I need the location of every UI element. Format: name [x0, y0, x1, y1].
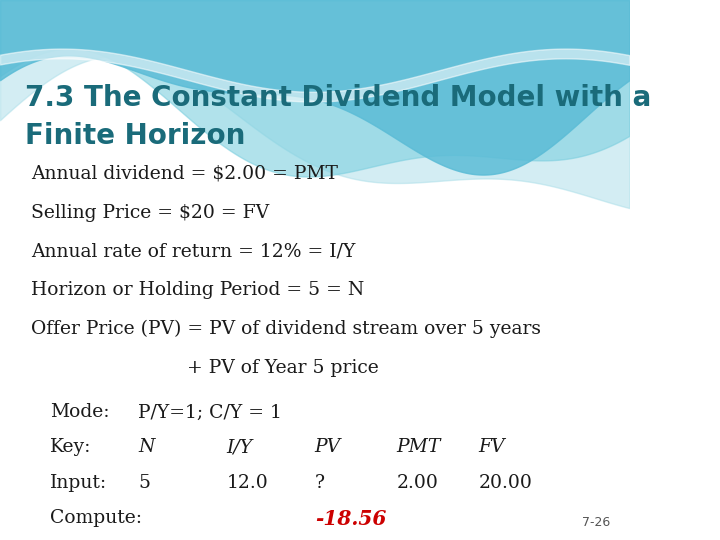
Text: PMT: PMT [397, 438, 441, 456]
Text: + PV of Year 5 price: + PV of Year 5 price [32, 359, 379, 377]
Text: 2.00: 2.00 [397, 474, 438, 491]
Text: Selling Price = $20 = FV: Selling Price = $20 = FV [32, 204, 269, 221]
Text: P/Y=1; C/Y = 1: P/Y=1; C/Y = 1 [138, 403, 282, 421]
Text: Annual rate of return = 12% = I/Y: Annual rate of return = 12% = I/Y [32, 242, 356, 260]
Text: Horizon or Holding Period = 5 = N: Horizon or Holding Period = 5 = N [32, 281, 365, 299]
Text: Finite Horizon: Finite Horizon [25, 122, 246, 150]
Text: 5: 5 [138, 474, 150, 491]
Text: ?: ? [315, 474, 325, 491]
Text: I/Y: I/Y [227, 438, 253, 456]
Text: 12.0: 12.0 [227, 474, 269, 491]
Text: Annual dividend = $2.00 = PMT: Annual dividend = $2.00 = PMT [32, 165, 338, 183]
Text: -18.56: -18.56 [315, 509, 386, 529]
Text: PV: PV [315, 438, 341, 456]
Text: Key:: Key: [50, 438, 91, 456]
Text: FV: FV [478, 438, 505, 456]
Text: Compute:: Compute: [50, 509, 143, 526]
Text: 20.00: 20.00 [478, 474, 532, 491]
Text: 7-26: 7-26 [582, 516, 611, 529]
Text: Offer Price (PV) = PV of dividend stream over 5 years: Offer Price (PV) = PV of dividend stream… [32, 320, 541, 339]
Text: Mode:: Mode: [50, 403, 110, 421]
Text: N: N [138, 438, 155, 456]
Text: Input:: Input: [50, 474, 107, 491]
Text: 7.3 The Constant Dividend Model with a: 7.3 The Constant Dividend Model with a [25, 84, 652, 112]
